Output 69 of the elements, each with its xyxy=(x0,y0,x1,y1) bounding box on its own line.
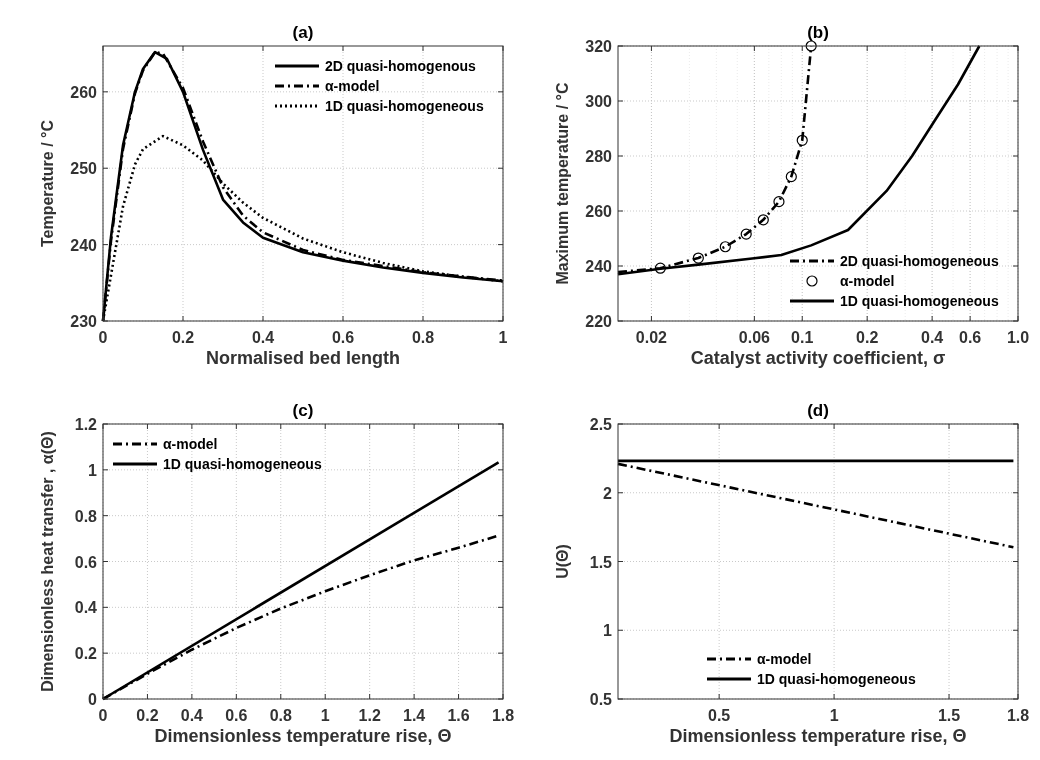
x-tick-label: 0.2 xyxy=(136,707,159,724)
x-tick-label: 1.5 xyxy=(937,707,961,724)
x-tick-label: 1.0 xyxy=(1006,329,1030,346)
x-tick-label: 0.5 xyxy=(708,707,731,724)
legend-label: 1D quasi-homogeneous xyxy=(840,293,999,309)
y-axis-title: Temperature / °C xyxy=(39,119,56,248)
y-tick-label: 260 xyxy=(585,203,613,220)
y-tick-label: 0.5 xyxy=(589,691,613,708)
y-tick-label: 0.6 xyxy=(74,553,98,571)
x-axis-title: Dimensionless temperature rise, Θ xyxy=(669,726,967,746)
y-axis-title: Maximum temperature / °C xyxy=(554,82,571,285)
y-tick-label: 240 xyxy=(70,236,98,254)
x-tick-label: 0.2 xyxy=(856,329,879,346)
x-axis-title: Normalised bed length xyxy=(205,348,401,368)
x-tick-label: 0.4 xyxy=(251,329,275,346)
y-tick-label: 1.5 xyxy=(589,553,613,571)
x-tick-label: 0.4 xyxy=(921,329,944,346)
x-tick-label: 1 xyxy=(829,707,839,724)
x-tick-label: 1.4 xyxy=(402,707,426,724)
x-tick-label: 0.2 xyxy=(171,329,195,346)
y-tick-label: 1 xyxy=(603,622,613,640)
legend-label: α-model xyxy=(840,273,895,289)
y-tick-label: 320 xyxy=(585,38,613,55)
chart-title: (d) xyxy=(807,401,829,420)
y-tick-label: 2 xyxy=(603,484,613,502)
x-tick-label: 0.6 xyxy=(331,329,355,346)
y-tick-label: 220 xyxy=(585,313,613,330)
x-tick-label: 1.2 xyxy=(358,707,381,724)
x-tick-label: 0.06 xyxy=(738,329,771,346)
x-tick-label: 1 xyxy=(320,707,330,724)
chart-title: (a) xyxy=(292,23,314,42)
x-axis-title: Catalyst activity coefficient, σ xyxy=(690,348,946,368)
y-tick-label: 0 xyxy=(88,691,98,708)
legend-label: α-model xyxy=(757,651,812,667)
x-tick-label: 0.6 xyxy=(225,707,248,724)
legend-label: 2D quasi-homogenous xyxy=(325,58,477,74)
x-tick-label: 0.6 xyxy=(959,329,982,346)
legend-label: α-model xyxy=(163,436,218,452)
y-tick-label: 1.2 xyxy=(74,416,98,433)
x-tick-label: 0.8 xyxy=(411,329,435,346)
y-tick-label: 280 xyxy=(585,148,613,165)
chart-title: (c) xyxy=(292,401,314,420)
legend-label: 1D quasi-homogeneous xyxy=(325,98,484,114)
y-tick-label: 240 xyxy=(585,258,613,275)
y-tick-label: 0.4 xyxy=(74,599,98,617)
x-tick-label: 1.8 xyxy=(491,707,515,724)
y-tick-label: 0.8 xyxy=(74,507,98,525)
y-tick-label: 260 xyxy=(70,83,98,101)
x-tick-label: 1.6 xyxy=(447,707,470,724)
x-tick-label: 1 xyxy=(498,329,508,346)
x-tick-label: 0.4 xyxy=(180,707,204,724)
legend-label: 2D quasi-homogeneous xyxy=(840,253,999,269)
x-tick-label: 1.8 xyxy=(1006,707,1030,724)
x-tick-label: 0.8 xyxy=(269,707,292,724)
chart-title: (b) xyxy=(807,23,829,42)
y-tick-label: 1 xyxy=(88,461,98,479)
y-axis-title: Dimensionless heat transfer , α(Θ) xyxy=(39,431,56,692)
legend-label: 1D quasi-homogeneous xyxy=(163,456,322,472)
x-axis-title: Dimensionless temperature rise, Θ xyxy=(154,726,452,746)
x-tick-label: 0.1 xyxy=(791,329,814,346)
legend-label: 1D quasi-homogeneous xyxy=(757,671,916,687)
y-axis-title: U(Θ) xyxy=(554,544,571,579)
legend-label: α-model xyxy=(325,78,380,94)
y-tick-label: 250 xyxy=(70,160,98,178)
y-tick-label: 300 xyxy=(585,93,613,110)
y-tick-label: 2.5 xyxy=(589,416,613,433)
y-tick-label: 0.2 xyxy=(74,645,98,663)
y-tick-label: 230 xyxy=(70,313,98,330)
x-tick-label: 0.02 xyxy=(635,329,668,346)
